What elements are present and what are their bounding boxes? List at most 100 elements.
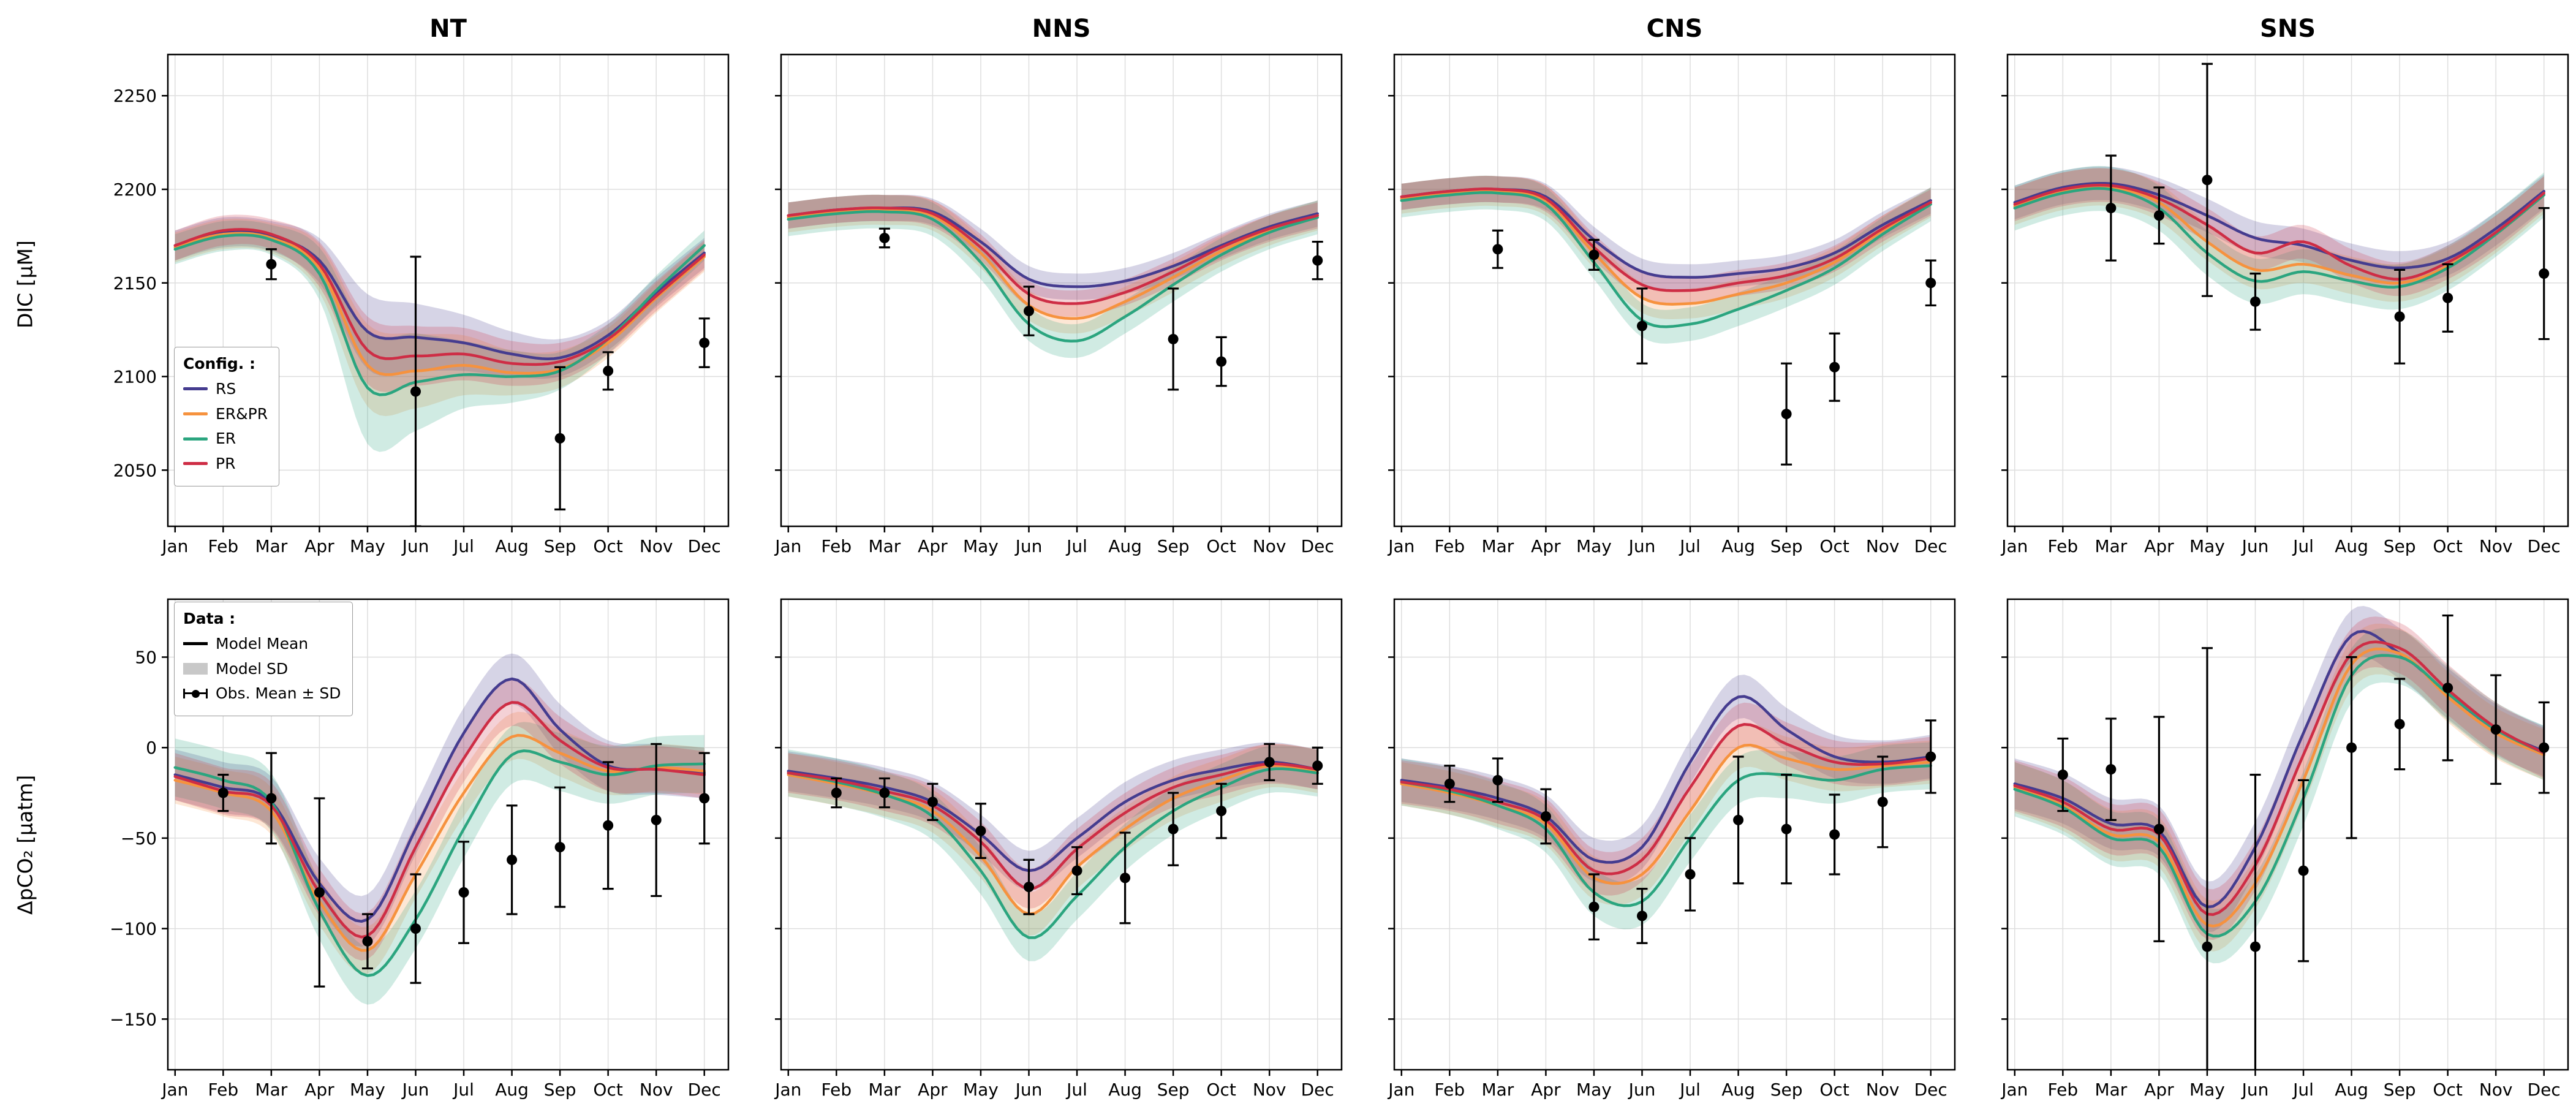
observations [878, 227, 1323, 391]
obs-point [507, 854, 518, 865]
model-sd-swatch [183, 662, 208, 675]
x-tick-label: May [350, 536, 385, 556]
obs-point [2539, 742, 2550, 753]
observations [217, 743, 710, 988]
x-tick-label: Jun [2241, 536, 2269, 556]
y-tick-label: 2050 [113, 460, 157, 480]
series-line-ER&PR [173, 733, 706, 952]
erpr-line-swatch [183, 412, 208, 415]
obs-point [266, 259, 277, 270]
obs-point [2442, 683, 2453, 694]
chart-svg-dic-nt: Jan Feb Mar Apr May Jun Jul Aug Sep Oct Nov Dec 2050… [113, 15, 730, 556]
obs-point [699, 793, 710, 804]
series-band-ER [1401, 742, 1931, 929]
series-group [1400, 675, 1932, 929]
series-line-RS [1400, 695, 1932, 864]
x-tick-label: Oct [1819, 1080, 1849, 1100]
legend-item-label: PR [216, 455, 236, 472]
obs-point [1168, 823, 1179, 834]
x-tick-label: Dec [1914, 1080, 1947, 1100]
x-tick-label: Nov [1253, 1080, 1286, 1100]
y-tick-label: −150 [110, 1009, 157, 1029]
x-tick-label: Feb [1435, 1080, 1465, 1100]
observations [2105, 62, 2550, 365]
obs-point [554, 842, 565, 853]
axis-ticks: Jan Feb Mar Apr May Jun Jul Aug Sep Oct Nov Dec [774, 94, 1334, 556]
legend-data-title: Data : [183, 610, 236, 627]
x-tick-label: Jan [161, 1080, 188, 1100]
x-tick-label: Dec [2528, 536, 2561, 556]
x-tick-label: Dec [1914, 536, 1947, 556]
legend-item-label: Model Mean [216, 634, 309, 653]
obs-point [1588, 901, 1600, 912]
obs-point [1829, 829, 1840, 840]
panel-title: CNS [1647, 15, 1703, 43]
x-tick-label: Nov [640, 536, 673, 556]
x-tick-label: Mar [1481, 1080, 1514, 1100]
x-tick-label: Mar [255, 1080, 287, 1100]
x-tick-label: Apr [2144, 1080, 2174, 1100]
panel-dpco2-cns: Jan Feb Mar Apr May Jun Jul Aug Sep Oct Nov Dec [1379, 586, 1964, 1103]
obs-point [1685, 869, 1696, 880]
y-axis-label-dpco2: ΔpCO₂ [μatm] [13, 774, 37, 915]
series-line-ER&PR [173, 232, 706, 376]
obs-point [410, 386, 421, 397]
x-tick-label: Feb [208, 536, 239, 556]
series-group [2013, 606, 2545, 964]
x-tick-label: Feb [822, 1080, 852, 1100]
x-tick-label: Jan [2000, 536, 2028, 556]
legend-item-label: RS [216, 379, 236, 398]
x-tick-label: Jun [401, 1080, 429, 1100]
x-tick-label: Oct [1206, 1080, 1236, 1100]
x-tick-label: Oct [593, 1080, 622, 1100]
obs-point [1636, 910, 1647, 921]
x-tick-label: Nov [1866, 536, 1900, 556]
rs-line-swatch [183, 387, 208, 391]
obs-point [1216, 806, 1227, 817]
axis-ticks: Jan Feb Mar Apr May Jun Jul Aug Sep Oct Nov Dec [1387, 94, 1947, 556]
series-line-ER&PR [1400, 189, 1932, 306]
series-band-ER [175, 722, 704, 1005]
obs-point [699, 338, 710, 349]
x-tick-label: Sep [544, 536, 576, 556]
panel-dpco2-sns: Jan Feb Mar Apr May Jun Jul Aug Sep Oct Nov Dec [1992, 586, 2576, 1103]
observations [265, 248, 710, 526]
x-tick-label: Aug [1721, 536, 1755, 556]
y-tick-label: 2100 [113, 367, 157, 387]
obs-point [314, 887, 325, 898]
obs-point [2202, 941, 2213, 952]
x-tick-label: Apr [304, 536, 334, 556]
chart-svg-dpco2-nt: Jan Feb Mar Apr May Jun Jul Aug Sep Oct Nov Dec −150… [110, 598, 730, 1100]
obs-point [2490, 724, 2501, 735]
x-tick-label: Feb [2048, 1080, 2079, 1100]
legend-config: Config. : RS ER&PR ER PR [174, 347, 280, 486]
legend-item-label: Obs. Mean ± SD [216, 684, 341, 703]
x-tick-label: Nov [2479, 1080, 2513, 1100]
series-band-ER&PR [175, 711, 704, 974]
x-tick-label: Jan [1387, 536, 1415, 556]
y-tick-label: 2250 [113, 86, 157, 106]
obs-point [2153, 210, 2164, 221]
x-tick-label: Feb [822, 536, 852, 556]
axes-frame [1393, 598, 1956, 1071]
x-tick-label: Jul [1679, 536, 1701, 556]
obs-point [2298, 865, 2309, 876]
series-line-RS [2013, 181, 2545, 270]
legend-item-erpr: ER&PR [183, 404, 268, 425]
series-line-PR [2013, 640, 2545, 916]
legend-item-label: ER&PR [216, 404, 268, 423]
legend-item-label: Model SD [216, 659, 289, 678]
y-tick-label: −50 [121, 828, 157, 849]
x-tick-label: Aug [1721, 1080, 1755, 1100]
observations [1492, 229, 1936, 466]
legend-data: Data : Model Mean Model SD Obs. Mean ± S… [174, 602, 353, 716]
obs-point [651, 814, 662, 825]
axes-frame [780, 598, 1343, 1071]
obs-point [1540, 811, 1551, 822]
x-tick-label: May [963, 1080, 999, 1100]
panel-dpco2-nt: Jan Feb Mar Apr May Jun Jul Aug Sep Oct Nov Dec −150… [70, 586, 738, 1103]
legend-item-label: ER [216, 429, 236, 448]
obs-point [1168, 333, 1179, 344]
obs-point [879, 787, 890, 798]
obs-point [2106, 203, 2117, 214]
